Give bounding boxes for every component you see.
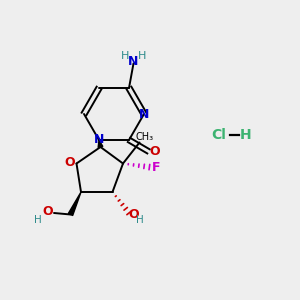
Text: O: O (42, 205, 53, 218)
Text: H: H (138, 51, 146, 61)
Polygon shape (68, 192, 81, 215)
Text: O: O (150, 145, 160, 158)
Text: H: H (121, 51, 129, 61)
Polygon shape (98, 140, 103, 148)
Text: H: H (240, 128, 252, 142)
Text: CH₃: CH₃ (136, 132, 154, 142)
Text: O: O (64, 155, 75, 169)
Text: N: N (128, 55, 139, 68)
Text: O: O (128, 208, 139, 221)
Text: N: N (94, 134, 104, 146)
Text: N: N (139, 107, 149, 121)
Text: H: H (34, 214, 41, 225)
Text: H: H (136, 214, 144, 225)
Text: Cl: Cl (212, 128, 226, 142)
Text: F: F (152, 160, 160, 174)
